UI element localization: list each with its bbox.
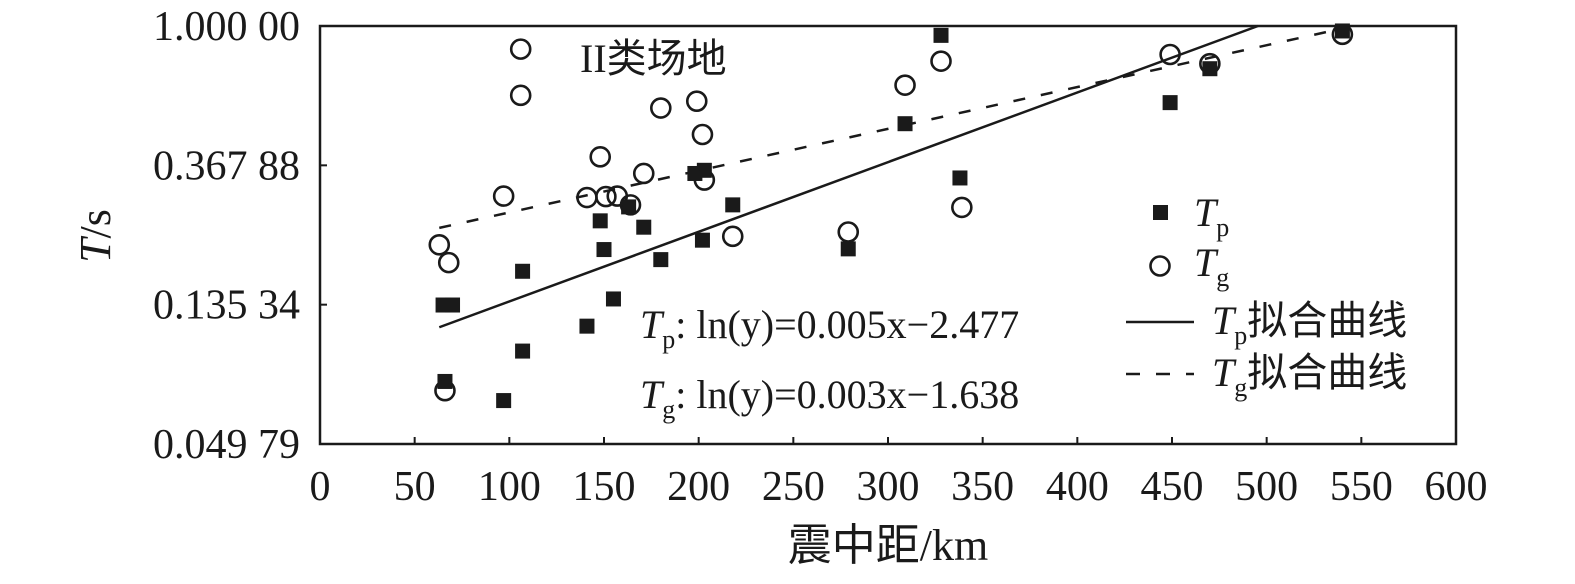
fit-equation-tg-var: T (640, 372, 665, 417)
legend-tg-fit-var: T (1212, 350, 1237, 395)
tp-point (897, 116, 913, 132)
x-tick-label: 300 (857, 464, 920, 510)
y-axis-label-var: T (71, 235, 120, 263)
tg-point (606, 185, 629, 207)
legend-tg-fit-suffix: 拟合曲线 (1247, 350, 1407, 395)
tp-point (636, 219, 652, 235)
data-markers (428, 23, 1354, 409)
y-tick-label: 0.367 88 (153, 143, 300, 189)
x-tick-label: 450 (1141, 464, 1204, 510)
tp-point (515, 263, 531, 279)
x-tick-label: 150 (573, 464, 636, 510)
x-tick-label: 550 (1330, 464, 1393, 510)
tg-point (595, 185, 617, 208)
tp-point (592, 213, 608, 229)
tp-point (445, 297, 461, 313)
tg-point (632, 162, 655, 185)
legend-tg-label: Tg (1194, 240, 1229, 292)
x-axis-ticks: 0 50 100 150 200 250 300 350 400 450 500 550 600 (310, 437, 1488, 510)
tg-point (437, 251, 460, 274)
x-tick-label: 250 (762, 464, 825, 510)
y-tick-label: 0.135 34 (153, 283, 300, 329)
x-tick-label: 100 (478, 464, 541, 510)
fit-equation-tg: Tg: ln(y)=0.003x−1.638 (640, 372, 1019, 424)
legend-tg-sub: g (1216, 263, 1229, 292)
tp-point (653, 252, 669, 268)
y-axis-ticks: 1.000 00 0.367 88 0.135 34 0.049 79 (153, 4, 327, 468)
tg-point (721, 225, 744, 248)
legend-tp-fit-suffix: 拟合曲线 (1247, 298, 1407, 343)
fit-equation-tg-sub: g (662, 395, 675, 424)
tg-point (685, 90, 708, 112)
fit-equation-tp-text: : ln(y)=0.005x−2.477 (675, 302, 1019, 347)
x-tick-label: 50 (394, 464, 436, 510)
legend-tp-fit-sub: p (1234, 321, 1247, 350)
fit-equation-tg-text: : ln(y)=0.003x−1.638 (675, 372, 1019, 417)
tg-point (930, 50, 952, 72)
tg-point (509, 84, 532, 107)
tp-point (596, 242, 612, 258)
tg-point (434, 379, 456, 402)
axes: 0 50 100 150 200 250 300 350 400 450 500 550 600 1.0… (153, 4, 1488, 510)
y-tick-label: 1.000 00 (153, 4, 300, 50)
legend-tg-fit-sub: g (1234, 373, 1247, 402)
tg-point (649, 97, 672, 119)
legend-tp-var: T (1194, 190, 1219, 235)
legend-tg-fit-label: Tg拟合曲线 (1212, 350, 1407, 402)
x-axis-label: 震中距/km (788, 521, 988, 570)
tg-point (619, 194, 642, 216)
legend-tp-marker (1153, 205, 1168, 220)
tp-point (933, 27, 949, 43)
y-axis-label-unit: /s (71, 209, 120, 238)
x-tick-label: 0 (310, 464, 331, 510)
fit-equation-tp-sub: p (662, 325, 675, 354)
fit-lines (438, 24, 1343, 329)
site-class-annotation: II类场地 (580, 36, 727, 81)
tg-point (589, 146, 612, 168)
tg-point (509, 38, 532, 60)
x-tick-label: 200 (667, 464, 730, 510)
legend-tp-sub: p (1216, 213, 1229, 242)
fit-line-tp (438, 24, 1259, 329)
tp-point (579, 318, 595, 334)
x-tick-label: 500 (1235, 464, 1298, 510)
fit-equation-tp-var: T (640, 302, 665, 347)
tp-point (515, 343, 531, 359)
tg-point (894, 74, 916, 96)
tg-point (693, 169, 716, 191)
x-tick-label: 350 (951, 464, 1014, 510)
fit-equation-tp: Tp: ln(y)=0.005x−2.477 (640, 302, 1019, 354)
tp-point (496, 393, 512, 409)
tg-point (492, 185, 515, 207)
legend-tg-marker (1149, 255, 1171, 277)
tp-point (1334, 23, 1350, 39)
x-tick-label: 400 (1046, 464, 1109, 510)
tp-point (840, 241, 856, 257)
tg-point (428, 233, 451, 256)
x-tick-label: 600 (1425, 464, 1488, 510)
tp-point (1162, 95, 1178, 111)
tg-point (1159, 43, 1181, 66)
tp-point (725, 197, 741, 213)
y-axis-label: T/s (71, 209, 120, 263)
tg-point (951, 196, 973, 219)
tg-point (691, 123, 714, 146)
legend-tp-fit-var: T (1212, 298, 1237, 343)
legend-tp-fit-label: Tp拟合曲线 (1212, 298, 1407, 350)
legend: Tp Tg Tp拟合曲线 Tg拟合曲线 (1126, 190, 1407, 402)
legend-tp-label: Tp (1194, 190, 1229, 242)
tg-point (837, 221, 860, 243)
tp-point (952, 170, 968, 186)
tp-point (605, 291, 621, 307)
tg-point (1199, 52, 1221, 75)
tg-point (1331, 23, 1354, 46)
legend-tg-var: T (1194, 240, 1219, 285)
tp-point (694, 232, 710, 248)
y-tick-label: 0.049 79 (153, 422, 300, 468)
